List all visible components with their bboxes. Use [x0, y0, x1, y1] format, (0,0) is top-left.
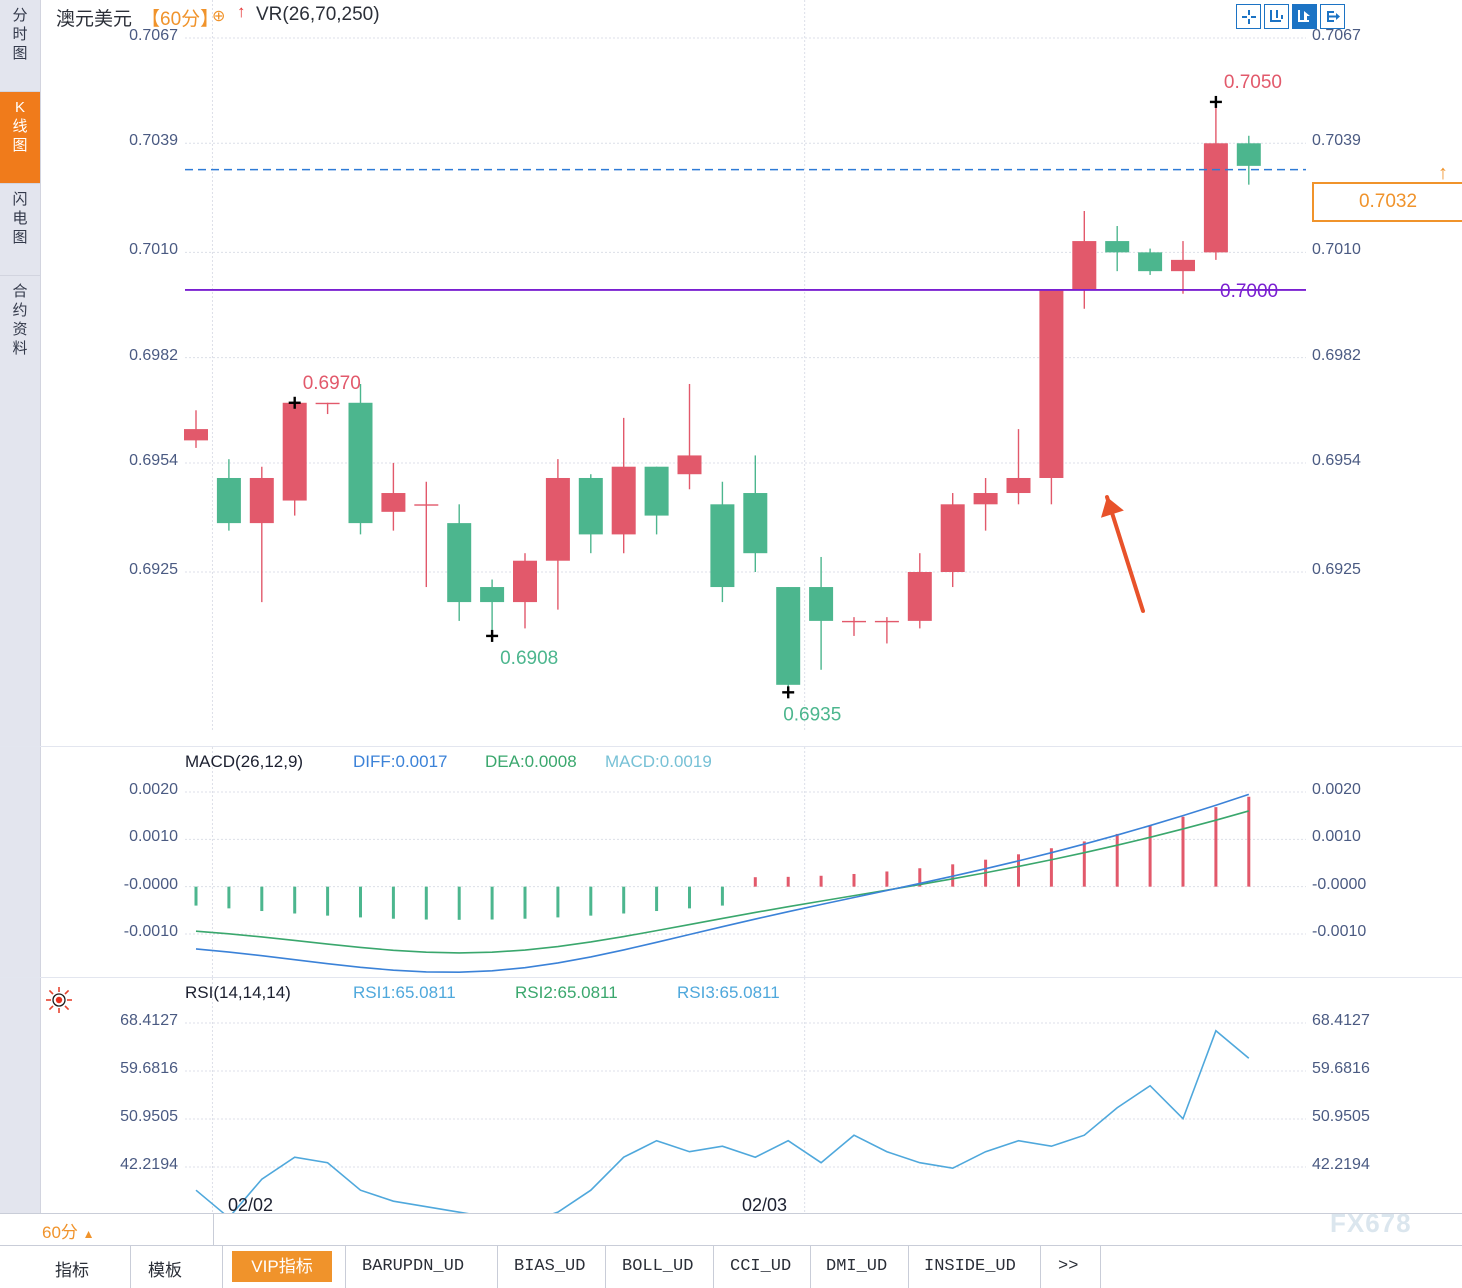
svg-text:0.6935: 0.6935: [783, 704, 841, 725]
svg-text:DEA:0.0008: DEA:0.0008: [485, 752, 577, 771]
svg-text:RSI1:65.0811: RSI1:65.0811: [353, 983, 456, 1002]
svg-text:0.6908: 0.6908: [500, 648, 558, 669]
svg-text:RSI2:65.0811: RSI2:65.0811: [515, 983, 618, 1002]
svg-text:0.7000: 0.7000: [1220, 281, 1278, 302]
svg-text:RSI(14,14,14): RSI(14,14,14): [185, 983, 291, 1002]
svg-text:0.6970: 0.6970: [303, 373, 361, 394]
svg-text:DIFF:0.0017: DIFF:0.0017: [353, 752, 448, 771]
svg-text:MACD:0.0019: MACD:0.0019: [605, 752, 712, 771]
svg-text:MACD(26,12,9): MACD(26,12,9): [185, 752, 303, 771]
svg-text:RSI3:65.0811: RSI3:65.0811: [677, 983, 780, 1002]
svg-text:0.7050: 0.7050: [1224, 72, 1282, 93]
